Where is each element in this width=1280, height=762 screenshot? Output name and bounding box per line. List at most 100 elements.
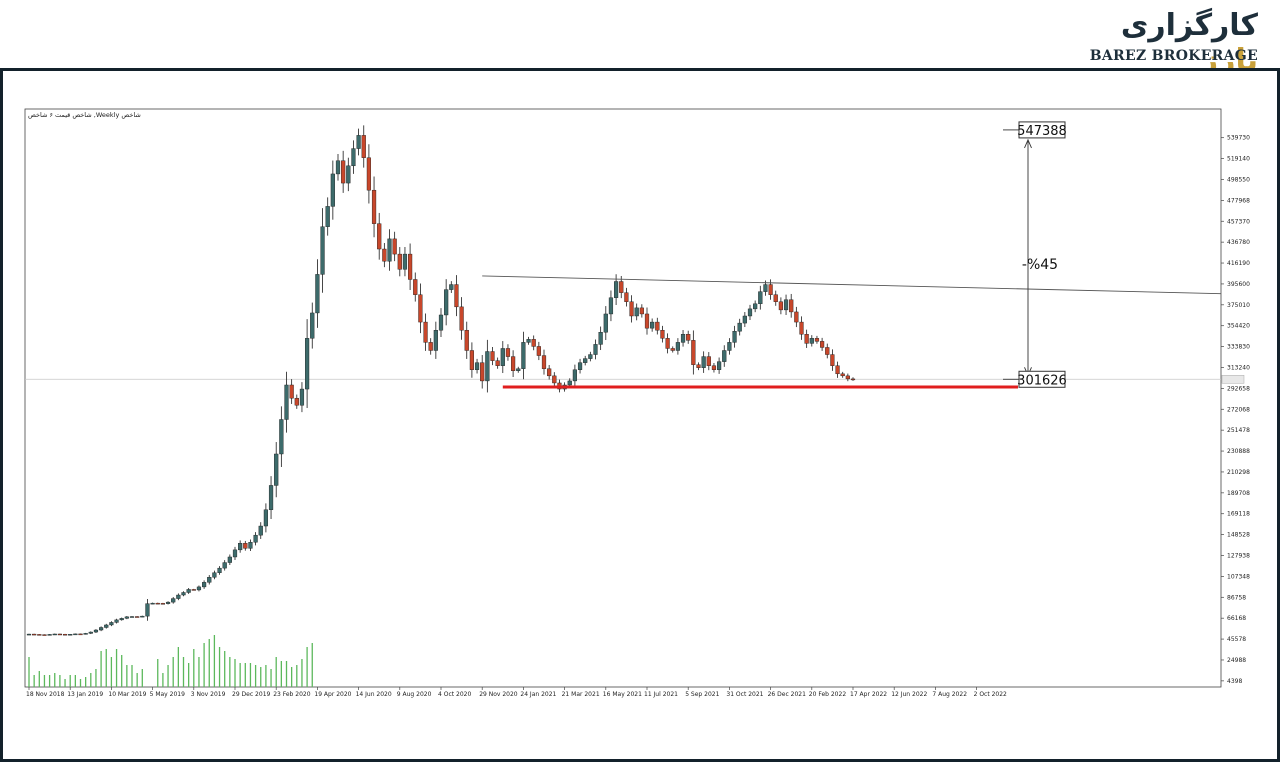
candle-body [490,351,495,361]
candle-body [341,160,346,184]
candle-body [88,631,93,634]
candle-body [26,633,32,636]
candle-body [408,253,413,280]
y-tick-label: 313240 [1227,364,1250,371]
candle-body [160,603,165,605]
candle-body [263,509,268,527]
candle-body [701,356,706,368]
candle-body [840,373,845,377]
candle-body [835,365,840,375]
current-level-label-box [1018,370,1066,388]
candle-body [773,294,778,302]
x-tick-label: 3 Nov 2019 [191,691,226,698]
candle-body [511,356,516,371]
candle-body [619,281,624,293]
candle-body [402,253,408,270]
candle-body [98,627,104,631]
y-tick-label: 189708 [1227,490,1250,497]
x-axis: 18 Nov 2018 13 Jan 2019 10 Mar 2019 5 May 2… [26,687,1007,698]
candle-body [639,307,644,315]
candle-body [727,342,732,351]
candle-body [675,342,680,351]
y-tick-label: 66168 [1227,615,1246,622]
candle-body [413,279,418,295]
drop-percent-label: -%45 [1022,257,1058,273]
candle-body [536,346,541,356]
candle-body [624,292,629,302]
x-tick-label: 10 Mar 2019 [108,691,146,698]
candle-body [109,622,114,626]
y-tick-label: 45578 [1227,636,1246,643]
candle-body [305,338,310,390]
candle-body [567,380,572,386]
candle-body [680,334,686,343]
candle-body [644,313,650,329]
x-tick-label: 24 Jan 2021 [520,691,556,698]
candle-body [531,339,536,347]
y-tick-label: 86758 [1227,594,1246,601]
candle-body [758,291,763,305]
x-tick-label: 5 May 2019 [150,691,185,698]
candle-body [650,321,655,329]
y-tick-label: 272068 [1227,406,1250,413]
candle-body [212,572,217,578]
y-tick-label: 169118 [1227,511,1250,518]
candle-body [711,365,717,370]
x-tick-label: 5 Sep 2021 [685,691,719,698]
candle-body [850,378,856,381]
y-tick-label: 375010 [1227,302,1250,309]
candle-body [552,375,557,384]
y-tick-label: 24988 [1227,657,1246,664]
candle-body [243,543,248,549]
peak-level-label: 547388 [1017,124,1067,139]
x-tick-label: 7 Aug 2022 [932,691,967,698]
candle-body [572,369,577,382]
candle-body [366,157,371,191]
candle-body [742,315,747,324]
candle-body [691,340,696,365]
candle-body [289,384,294,399]
candle-body [722,350,727,362]
drop-arrow-head-up [1024,138,1032,149]
current-level-label: 301626 [1017,373,1067,388]
candle-body [474,362,480,370]
y-tick-label: 148528 [1227,532,1250,539]
x-tick-label: 2 Oct 2022 [974,691,1007,698]
candle-body [155,602,160,605]
candle-body [814,338,820,342]
x-tick-label: 19 Apr 2020 [314,691,351,698]
candle-body [93,629,99,633]
candle-body [665,338,670,349]
y-tick-label: 436780 [1227,239,1250,246]
candle-body [583,358,588,363]
candle-body [706,356,711,366]
plot-area [24,108,1222,688]
candle-body [217,567,222,573]
candle-body [794,311,799,323]
x-tick-label: 16 May 2021 [603,691,642,698]
x-tick-label: 20 Feb 2022 [809,691,847,698]
y-tick-label: 539730 [1227,135,1250,142]
candle-body [423,321,428,343]
candle-body [778,301,783,311]
price-chart: شاخص قیمت ۶ شاخص ,Weekly شاخص 539730 51914… [24,108,1250,698]
candle-body [603,313,608,333]
candle-body [196,586,202,591]
x-tick-label: 11 Jul 2021 [644,691,678,698]
candle-body [57,633,62,636]
candle-body [686,334,691,341]
candle-body [232,549,238,558]
candle-body [382,248,387,262]
candle-body [129,616,135,618]
candle-body [747,308,753,317]
candle-body [444,289,449,316]
x-tick-label: 12 Jun 2022 [891,691,927,698]
axis-price-tag [1221,375,1245,384]
y-tick-label: 230888 [1227,448,1250,455]
candle-body [346,165,351,184]
candle-body [299,388,305,406]
y-tick-label: 457370 [1227,218,1250,225]
candle-body [717,361,722,370]
x-tick-label: 9 Aug 2020 [397,691,432,698]
y-tick-label: 292658 [1227,385,1250,392]
